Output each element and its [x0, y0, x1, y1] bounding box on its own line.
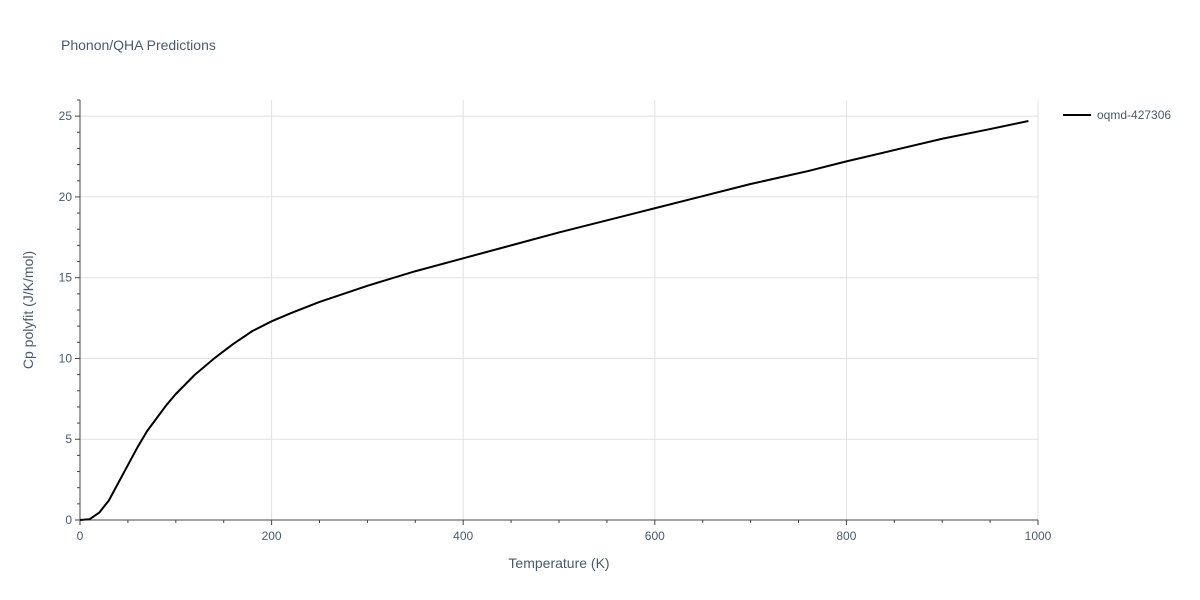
series-layer — [79, 120, 1029, 521]
x-tick-label: 400 — [453, 529, 473, 543]
y-tick-label: 0 — [65, 513, 72, 527]
legend-label: oqmd-427306 — [1097, 108, 1171, 122]
legend[interactable]: oqmd-427306 — [1063, 108, 1171, 122]
series-line-oqmd-427306 — [79, 120, 1029, 521]
x-tick-label: 600 — [645, 529, 665, 543]
x-axis-title: Temperature (K) — [508, 555, 609, 571]
x-tick-label: 1000 — [1025, 529, 1052, 543]
grid — [80, 100, 1039, 520]
axes — [79, 100, 1038, 521]
y-tick-label: 25 — [59, 109, 73, 123]
ticks: 0 200 400 600 800 1000 0 5 10 15 20 25 — [59, 99, 1052, 543]
y-tick-label: 20 — [59, 190, 73, 204]
x-tick-label: 200 — [262, 529, 282, 543]
x-tick-label: 0 — [77, 529, 84, 543]
chart-title: Phonon/QHA Predictions — [61, 37, 216, 53]
y-axis-title: Cp polyfit (J/K/mol) — [20, 251, 36, 369]
y-tick-label: 10 — [59, 351, 73, 365]
x-tick-label: 800 — [836, 529, 856, 543]
y-tick-label: 15 — [59, 271, 73, 285]
y-tick-label: 5 — [65, 432, 72, 446]
